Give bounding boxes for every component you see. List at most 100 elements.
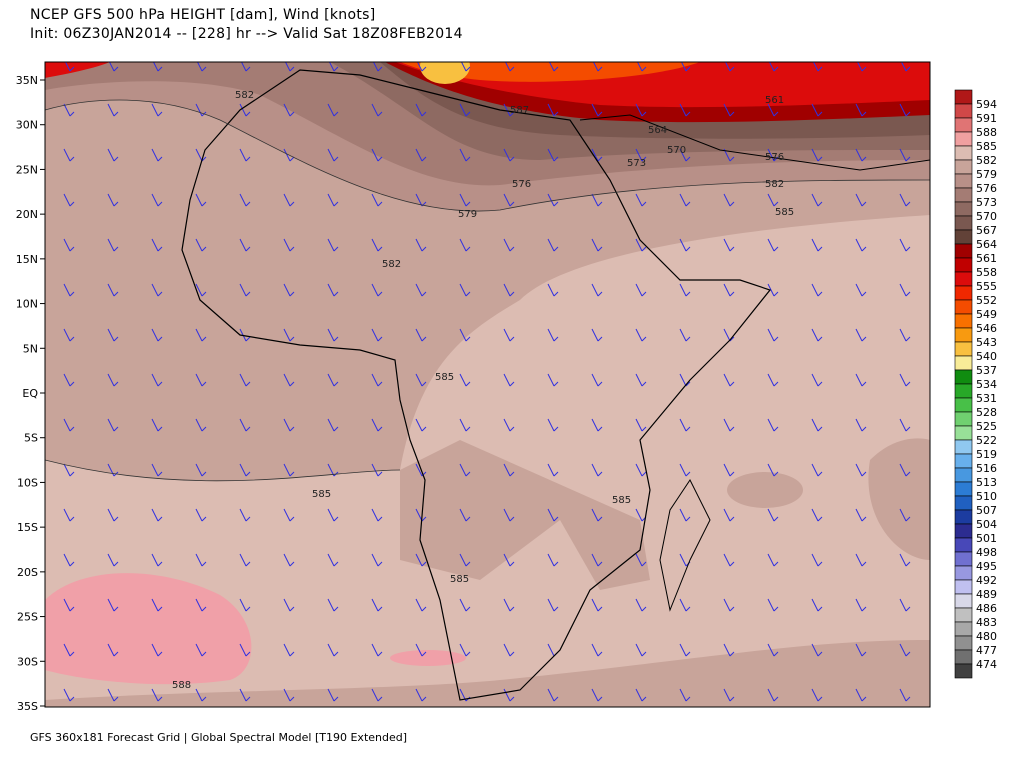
lat-label: 35S [17, 700, 38, 713]
colorbar-swatch [954, 341, 973, 357]
colorbar-swatch [954, 663, 973, 679]
colorbar-swatch [954, 145, 973, 161]
colorbar-swatch [954, 635, 973, 651]
colorbar-swatch [954, 243, 973, 259]
latitude-axis: 35N 30N 25N 20N 15N 10N 5N EQ 5S 10S 15S 20S 25S 30S 3… [16, 74, 45, 713]
madagascar [659, 479, 711, 612]
colorbar-swatch [954, 313, 973, 329]
colorbar-label: 498 [976, 546, 997, 559]
colorbar-swatch [954, 481, 973, 497]
colorbar-label: 573 [976, 196, 997, 209]
contour-label: 570 [667, 145, 686, 156]
colorbar-swatch [954, 131, 973, 147]
contour-label: 576 [512, 179, 531, 190]
lat-label: 15N [16, 253, 38, 266]
colorbar-swatch [954, 551, 973, 567]
contour-label: 582 [235, 90, 254, 101]
contour-label: 582 [765, 179, 784, 190]
colorbar-swatch [954, 621, 973, 637]
colorbar-label: 594 [976, 98, 997, 111]
lat-label: 10S [17, 476, 38, 489]
colorbar-label: 549 [976, 308, 997, 321]
colorbar-swatch [954, 397, 973, 413]
colorbar-label: 504 [976, 518, 997, 531]
lat-label: 5S [24, 432, 38, 445]
colorbar-label: 585 [976, 140, 997, 153]
contour-line [45, 99, 930, 212]
colorbar-label: 513 [976, 476, 997, 489]
colorbar-swatch [954, 159, 973, 175]
subtitle: Init: 06Z30JAN2014 -- [228] hr --> Valid… [30, 26, 463, 42]
colorbar-label: 567 [976, 224, 997, 237]
lat-label: 25N [16, 163, 38, 176]
colorbar-label: 531 [976, 392, 997, 405]
lat-label: EQ [22, 387, 38, 400]
colorbar-swatch [954, 467, 973, 483]
colorbar-label: 582 [976, 154, 997, 167]
colorbar-swatch [954, 187, 973, 203]
colorbar-swatch [954, 537, 973, 553]
contour-label: 561 [765, 95, 784, 106]
colorbar-swatch [954, 299, 973, 315]
colorbar-swatch [954, 201, 973, 217]
colorbar-swatch [954, 285, 973, 301]
lat-label: 15S [17, 521, 38, 534]
colorbar-swatch [954, 271, 973, 287]
contour-label: 564 [648, 125, 667, 136]
colorbar-swatch [954, 383, 973, 399]
colorbar-swatch [954, 173, 973, 189]
colorbar-swatch [954, 439, 973, 455]
colorbar-label: 522 [976, 434, 997, 447]
colorbar-label: 576 [976, 182, 997, 195]
colorbar-swatch [954, 257, 973, 273]
colorbar-swatch [954, 103, 973, 119]
colorbar-swatch [954, 425, 973, 441]
colorbar: 5945915885855825795765735705675645615585… [954, 89, 997, 679]
title: NCEP GFS 500 hPa HEIGHT [dam], Wind [kno… [30, 7, 375, 23]
colorbar-swatch [954, 649, 973, 665]
colorbar-label: 579 [976, 168, 997, 181]
colorbar-swatch [954, 89, 973, 105]
lat-label: 30S [17, 655, 38, 668]
lat-label: 30N [16, 119, 38, 132]
contour-label: 585 [450, 574, 469, 585]
colorbar-swatch [954, 453, 973, 469]
footer: GFS 360x181 Forecast Grid | Global Spect… [30, 731, 407, 744]
colorbar-label: 540 [976, 350, 997, 363]
colorbar-label: 528 [976, 406, 997, 419]
contour-line [45, 459, 401, 482]
colorbar-label: 555 [976, 280, 997, 293]
contour-label: 582 [382, 259, 401, 270]
coastline [181, 69, 772, 701]
colorbar-label: 507 [976, 504, 997, 517]
colorbar-swatch [954, 355, 973, 371]
contour-label: 576 [765, 152, 784, 163]
colorbar-label: 561 [976, 252, 997, 265]
colorbar-swatch [954, 229, 973, 245]
colorbar-label: 588 [976, 126, 997, 139]
wind-barbs [45, 62, 930, 707]
colorbar-label: 543 [976, 336, 997, 349]
contour-label: 585 [312, 489, 331, 500]
contour-label: 585 [775, 207, 794, 218]
lat-label: 25S [17, 611, 38, 624]
colorbar-swatch [954, 369, 973, 385]
colorbar-label: 489 [976, 588, 997, 601]
lat-label: 20S [17, 566, 38, 579]
contour-labels: 582 587 564 561 573 570 576 576 582 579 … [172, 90, 794, 691]
colorbar-label: 480 [976, 630, 997, 643]
colorbar-label: 486 [976, 602, 997, 615]
colorbar-label: 564 [976, 238, 997, 251]
lat-label: 20N [16, 208, 38, 221]
colorbar-label: 570 [976, 210, 997, 223]
colorbar-swatch [954, 509, 973, 525]
colorbar-label: 558 [976, 266, 997, 279]
colorbar-label: 510 [976, 490, 997, 503]
contour-label: 585 [612, 495, 631, 506]
lat-label: 35N [16, 74, 38, 87]
map-area [45, 62, 930, 707]
colorbar-swatch [954, 523, 973, 539]
map-frame [44, 61, 931, 708]
